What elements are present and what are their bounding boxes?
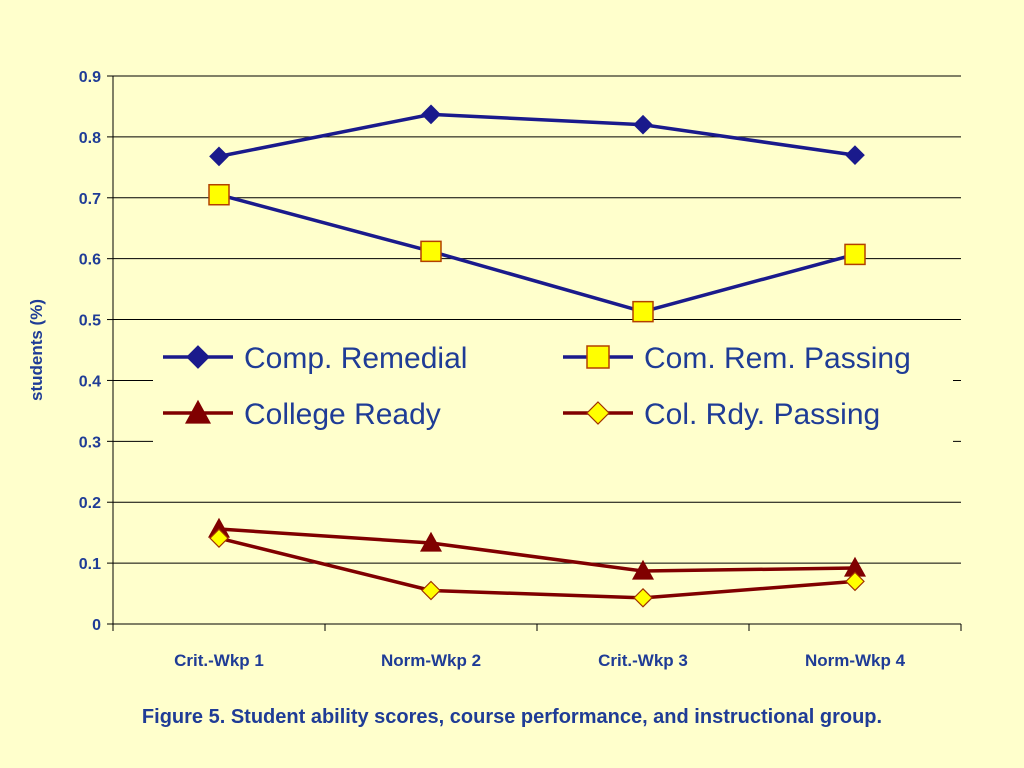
y-tick-label: 0.8 — [79, 130, 101, 147]
x-tick-label: Crit.-Wkp 1 — [174, 651, 264, 670]
legend-marker — [586, 345, 610, 369]
data-point — [420, 240, 442, 263]
y-tick-label: 0.2 — [79, 495, 101, 512]
y-tick-label: 0.9 — [79, 69, 101, 86]
legend-label: College Ready — [244, 398, 441, 431]
data-point — [631, 559, 655, 580]
data-point — [845, 571, 865, 592]
y-tick-label: 0 — [92, 617, 101, 634]
data-point — [419, 531, 443, 552]
legend-label: Comp. Remedial — [244, 342, 467, 375]
series-line — [218, 193, 856, 314]
legend-label: Com. Rem. Passing — [644, 342, 911, 375]
y-tick-label: 0.4 — [79, 373, 101, 390]
y-tick-label: 0.7 — [79, 191, 101, 208]
data-point — [844, 243, 866, 266]
y-axis-label: students (%) — [27, 299, 46, 401]
figure-caption: Figure 5. Student ability scores, course… — [141, 706, 883, 728]
legend-marker — [186, 345, 210, 369]
line-chart: 0 0.1 0.2 0.3 0.4 0.5 0.6 0.7 0.8 0.9 Crit.-Wkp 1 N… — [27, 69, 962, 670]
chart-panel: 0 0.1 0.2 0.3 0.4 0.5 0.6 0.7 0.8 0.9 Crit.-Wkp 1 N… — [10, 36, 988, 684]
y-tick-label: 0.5 — [79, 313, 101, 330]
series-line — [218, 536, 856, 600]
data-point — [421, 104, 441, 125]
data-point — [209, 146, 229, 167]
y-tick-label: 0.6 — [79, 252, 101, 269]
legend-marker — [184, 399, 212, 424]
x-tick-label: Norm-Wkp 4 — [805, 651, 906, 670]
series-line — [218, 527, 856, 573]
data-point — [633, 587, 653, 608]
data-point — [421, 580, 441, 601]
data-point — [632, 300, 654, 323]
x-tick-label: Crit.-Wkp 3 — [598, 651, 688, 670]
data-point — [845, 145, 865, 166]
legend-marker — [586, 401, 610, 425]
data-point — [209, 528, 229, 548]
legend-box — [153, 331, 953, 447]
legend-label: Col. Rdy. Passing — [644, 398, 880, 431]
data-point — [633, 114, 653, 135]
y-tick-label: 0.3 — [79, 434, 101, 451]
x-tick-label: Norm-Wkp 2 — [381, 651, 481, 670]
data-point — [208, 183, 230, 206]
y-tick-label: 0.1 — [79, 556, 101, 573]
series-line — [218, 112, 856, 159]
